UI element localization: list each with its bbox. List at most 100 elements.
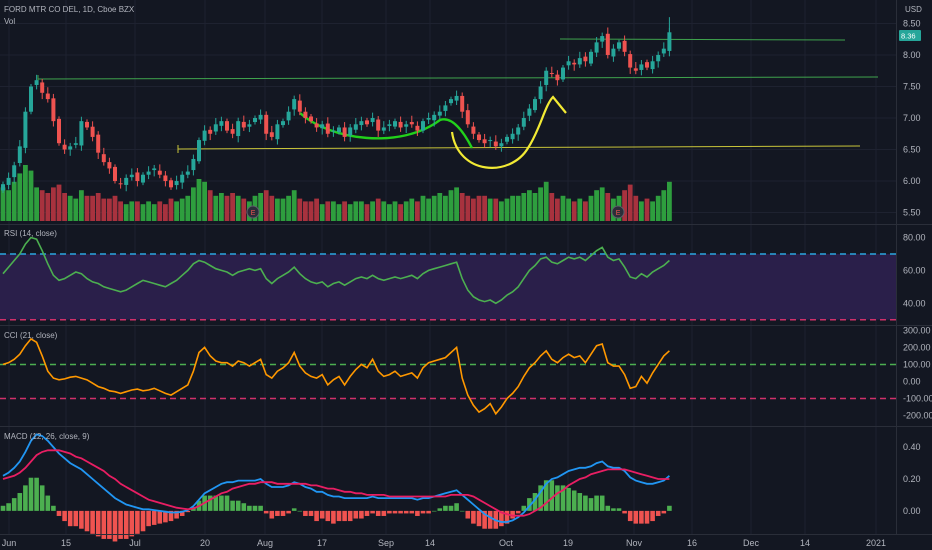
candle-body[interactable] bbox=[85, 121, 89, 128]
candle-body[interactable] bbox=[286, 111, 291, 121]
candle-body[interactable] bbox=[219, 121, 224, 126]
candle-body[interactable] bbox=[538, 86, 543, 100]
candle-body[interactable] bbox=[275, 124, 280, 140]
candle-body[interactable] bbox=[555, 74, 560, 81]
candle-body[interactable] bbox=[622, 40, 627, 52]
candle-body[interactable] bbox=[213, 124, 218, 132]
candle-body[interactable] bbox=[359, 121, 364, 126]
candle-body[interactable] bbox=[477, 134, 481, 141]
candle-body[interactable] bbox=[34, 80, 39, 85]
candle-body[interactable] bbox=[17, 146, 22, 164]
candle-body[interactable] bbox=[471, 126, 476, 134]
candle-body[interactable] bbox=[611, 48, 616, 57]
candle-body[interactable] bbox=[566, 61, 571, 66]
candle-body[interactable] bbox=[387, 124, 392, 126]
candle-body[interactable] bbox=[449, 99, 453, 104]
candle-body[interactable] bbox=[365, 120, 369, 125]
candle-body[interactable] bbox=[505, 136, 509, 142]
candle-body[interactable] bbox=[415, 125, 420, 131]
candle-body[interactable] bbox=[605, 33, 610, 55]
candle-body[interactable] bbox=[258, 114, 263, 120]
candle-body[interactable] bbox=[443, 105, 448, 111]
candle-body[interactable] bbox=[157, 170, 162, 175]
candle-body[interactable] bbox=[241, 121, 246, 128]
candle-body[interactable] bbox=[169, 180, 173, 188]
candle-body[interactable] bbox=[40, 82, 45, 93]
candle-body[interactable] bbox=[577, 58, 582, 65]
candle-body[interactable] bbox=[197, 140, 201, 162]
rsi-line[interactable] bbox=[2, 236, 670, 305]
candle-body[interactable] bbox=[118, 183, 123, 185]
candle-body[interactable] bbox=[230, 129, 235, 134]
candle-body[interactable] bbox=[163, 175, 168, 182]
candle-body[interactable] bbox=[409, 122, 414, 125]
candle-body[interactable] bbox=[45, 93, 50, 100]
candle-body[interactable] bbox=[381, 127, 386, 131]
candle-body[interactable] bbox=[499, 143, 504, 147]
candle-body[interactable] bbox=[639, 64, 644, 70]
macd-line[interactable] bbox=[2, 433, 670, 523]
candle-body[interactable] bbox=[191, 158, 196, 171]
candle-body[interactable] bbox=[325, 123, 330, 134]
candle-body[interactable] bbox=[208, 129, 213, 134]
candle-body[interactable] bbox=[185, 171, 190, 175]
candle-body[interactable] bbox=[583, 56, 588, 62]
candle-body[interactable] bbox=[549, 72, 554, 74]
earnings-marker[interactable] bbox=[246, 205, 260, 219]
candle-body[interactable] bbox=[376, 119, 381, 131]
candle-body[interactable] bbox=[269, 132, 274, 137]
candle-body[interactable] bbox=[68, 146, 73, 150]
candle-body[interactable] bbox=[488, 140, 493, 142]
candle-body[interactable] bbox=[465, 110, 470, 125]
candle-body[interactable] bbox=[600, 36, 605, 42]
candle-body[interactable] bbox=[594, 42, 599, 53]
candle-body[interactable] bbox=[370, 118, 375, 123]
candle-body[interactable] bbox=[628, 54, 633, 68]
candle-body[interactable] bbox=[101, 154, 106, 163]
candle-body[interactable] bbox=[236, 121, 241, 137]
candle-body[interactable] bbox=[225, 121, 229, 131]
candle-body[interactable] bbox=[348, 127, 353, 136]
candle-body[interactable] bbox=[135, 172, 140, 182]
candle-body[interactable] bbox=[90, 126, 95, 137]
candle-body[interactable] bbox=[12, 165, 17, 178]
candle-body[interactable] bbox=[96, 134, 101, 153]
candle-body[interactable] bbox=[152, 168, 157, 171]
support-trendline[interactable] bbox=[177, 145, 861, 150]
candle-body[interactable] bbox=[337, 127, 341, 133]
candle-body[interactable] bbox=[493, 141, 498, 147]
candle-body[interactable] bbox=[79, 121, 84, 146]
candle-body[interactable] bbox=[454, 95, 459, 101]
candle-body[interactable] bbox=[180, 174, 185, 183]
candle-body[interactable] bbox=[303, 111, 308, 118]
candle-body[interactable] bbox=[656, 54, 661, 62]
candle-body[interactable] bbox=[661, 48, 666, 54]
candle-body[interactable] bbox=[516, 127, 521, 135]
candle-body[interactable] bbox=[314, 123, 319, 128]
candle-body[interactable] bbox=[281, 121, 285, 126]
candle-body[interactable] bbox=[482, 139, 487, 144]
candle-body[interactable] bbox=[432, 114, 437, 121]
candle-body[interactable] bbox=[73, 143, 78, 145]
candle-body[interactable] bbox=[510, 133, 515, 140]
candle-body[interactable] bbox=[393, 121, 397, 127]
price-axis[interactable]: 8.50 8.00 7.50 7.00 6.50 6.00 5.50 bbox=[903, 18, 921, 217]
time-axis[interactable]: Jun 15 Jul 20 Aug 17 Sep 14 Oct 19 Nov 16 Dec 14 2021 bbox=[2, 538, 886, 548]
candle-body[interactable] bbox=[650, 61, 655, 70]
candle-body[interactable] bbox=[320, 124, 325, 129]
candle-body[interactable] bbox=[561, 67, 565, 80]
candle-body[interactable] bbox=[533, 99, 537, 111]
candlestick-series[interactable] bbox=[1, 17, 672, 194]
candle-body[interactable] bbox=[253, 118, 257, 123]
candle-body[interactable] bbox=[460, 95, 465, 112]
candle-body[interactable] bbox=[62, 144, 67, 150]
handle-drawing[interactable] bbox=[450, 95, 567, 169]
candle-body[interactable] bbox=[527, 108, 532, 116]
candle-body[interactable] bbox=[342, 127, 347, 137]
earnings-marker[interactable] bbox=[611, 205, 625, 219]
candle-body[interactable] bbox=[521, 118, 526, 127]
candle-body[interactable] bbox=[421, 121, 425, 131]
candle-body[interactable] bbox=[589, 51, 593, 64]
candle-body[interactable] bbox=[141, 174, 145, 183]
